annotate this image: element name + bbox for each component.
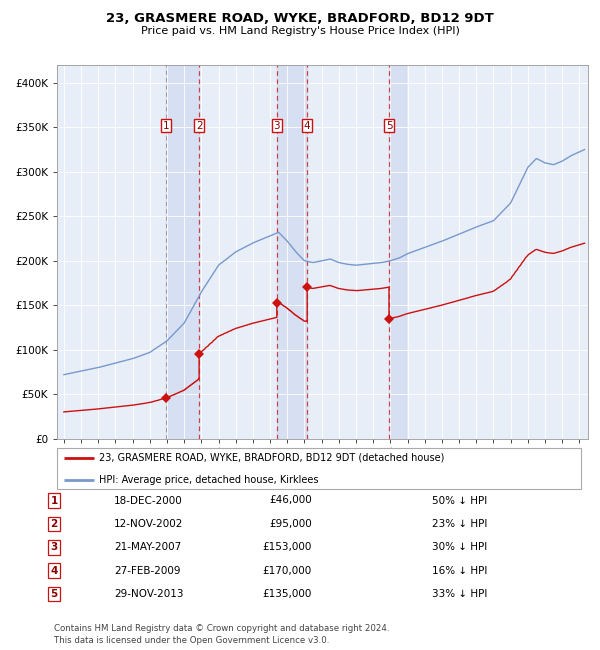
Text: 29-NOV-2013: 29-NOV-2013 [114,589,184,599]
Text: 23, GRASMERE ROAD, WYKE, BRADFORD, BD12 9DT (detached house): 23, GRASMERE ROAD, WYKE, BRADFORD, BD12 … [99,452,445,463]
Text: 12-NOV-2002: 12-NOV-2002 [114,519,184,529]
Text: 5: 5 [50,589,58,599]
Text: Price paid vs. HM Land Registry's House Price Index (HPI): Price paid vs. HM Land Registry's House … [140,26,460,36]
Text: 3: 3 [50,542,58,552]
Text: 2: 2 [50,519,58,529]
Text: 5: 5 [386,120,392,131]
Text: Contains HM Land Registry data © Crown copyright and database right 2024.: Contains HM Land Registry data © Crown c… [54,624,389,633]
Text: HPI: Average price, detached house, Kirklees: HPI: Average price, detached house, Kirk… [99,474,319,485]
Bar [277,65,307,439]
Text: This data is licensed under the Open Government Licence v3.0.: This data is licensed under the Open Gov… [54,636,329,645]
Text: 4: 4 [50,566,58,576]
Text: 30% ↓ HPI: 30% ↓ HPI [432,542,487,552]
Text: £153,000: £153,000 [263,542,312,552]
Text: 1: 1 [50,495,58,506]
Text: 33% ↓ HPI: 33% ↓ HPI [432,589,487,599]
Text: 21-MAY-2007: 21-MAY-2007 [114,542,181,552]
FancyBboxPatch shape [56,448,581,489]
Text: 4: 4 [304,120,311,131]
Bar [389,65,406,439]
Text: 50% ↓ HPI: 50% ↓ HPI [432,495,487,506]
Text: 23% ↓ HPI: 23% ↓ HPI [432,519,487,529]
Text: £46,000: £46,000 [269,495,312,506]
Text: 3: 3 [274,120,280,131]
Text: £135,000: £135,000 [263,589,312,599]
Text: 23, GRASMERE ROAD, WYKE, BRADFORD, BD12 9DT: 23, GRASMERE ROAD, WYKE, BRADFORD, BD12 … [106,12,494,25]
Text: £95,000: £95,000 [269,519,312,529]
Text: 1: 1 [163,120,170,131]
Text: £170,000: £170,000 [263,566,312,576]
Text: 18-DEC-2000: 18-DEC-2000 [114,495,183,506]
Text: 16% ↓ HPI: 16% ↓ HPI [432,566,487,576]
Text: 2: 2 [196,120,202,131]
Bar [166,65,199,439]
Text: 27-FEB-2009: 27-FEB-2009 [114,566,181,576]
